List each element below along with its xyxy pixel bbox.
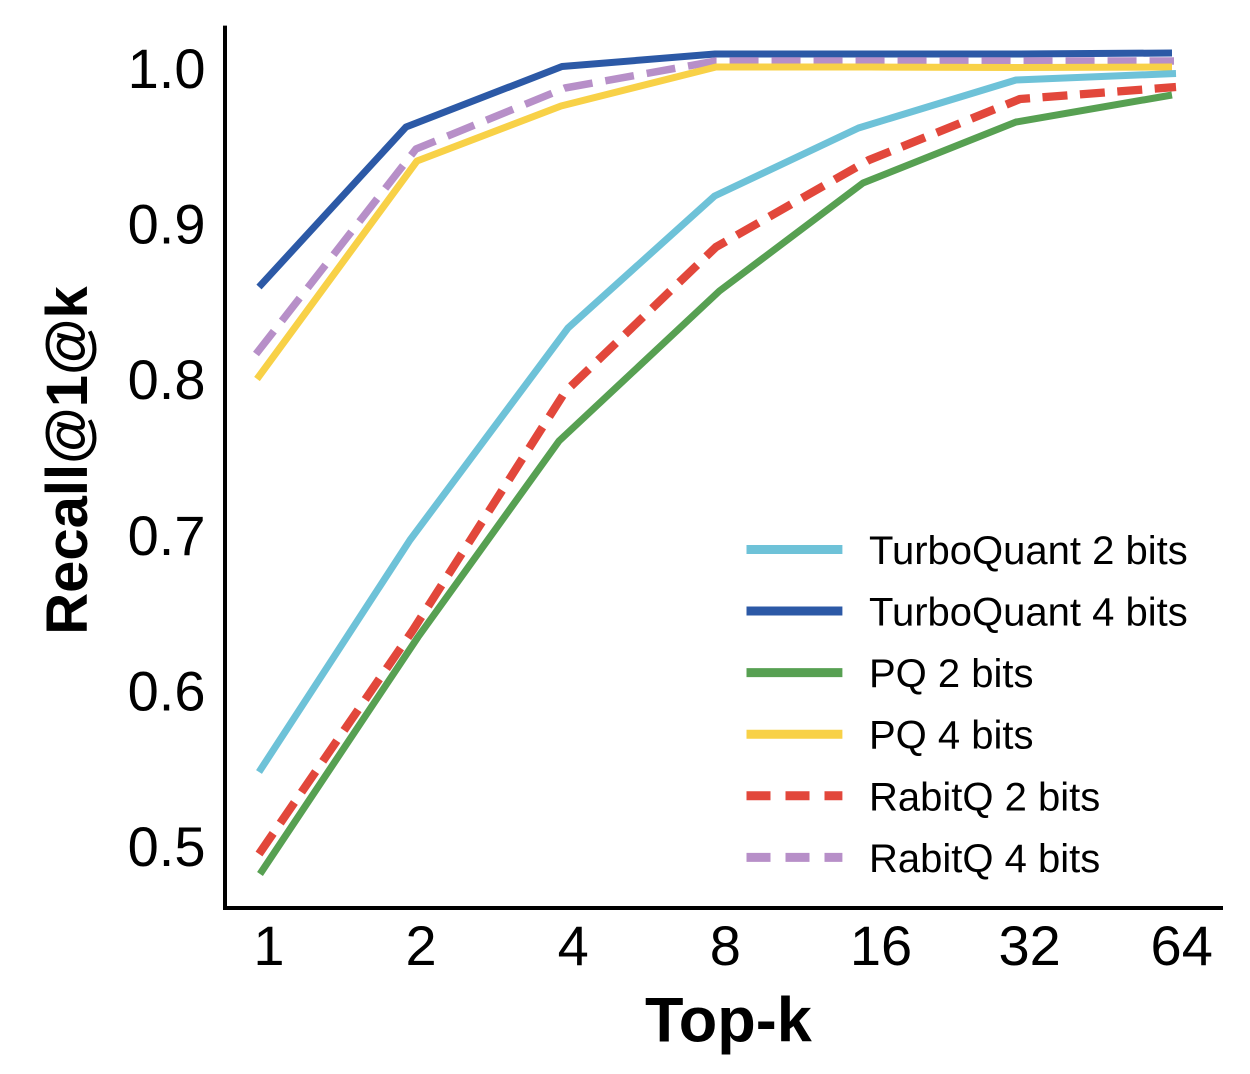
svg-text:0.9: 0.9 [128,193,206,256]
svg-text:1: 1 [253,914,284,977]
svg-text:TurboQuant 4 bits: TurboQuant 4 bits [869,591,1188,635]
svg-text:RabitQ 4 bits: RabitQ 4 bits [869,837,1100,881]
svg-text:0.6: 0.6 [128,660,206,723]
svg-text:0.8: 0.8 [128,348,206,411]
svg-text:4: 4 [558,914,589,977]
svg-text:8: 8 [710,914,741,977]
svg-text:PQ 4 bits: PQ 4 bits [869,714,1034,758]
svg-text:1.0: 1.0 [128,37,206,100]
svg-text:2: 2 [406,914,437,977]
svg-text:16: 16 [850,914,912,977]
svg-text:0.7: 0.7 [128,504,206,567]
svg-text:0.5: 0.5 [128,815,206,878]
svg-text:32: 32 [998,914,1060,977]
svg-text:Top-k: Top-k [645,986,813,1056]
svg-text:64: 64 [1151,914,1213,977]
svg-text:RabitQ 2 bits: RabitQ 2 bits [869,775,1100,819]
svg-text:TurboQuant 2 bits: TurboQuant 2 bits [869,529,1188,573]
svg-text:PQ 2 bits: PQ 2 bits [869,652,1034,696]
svg-text:Recall@1@k: Recall@1@k [35,286,100,635]
